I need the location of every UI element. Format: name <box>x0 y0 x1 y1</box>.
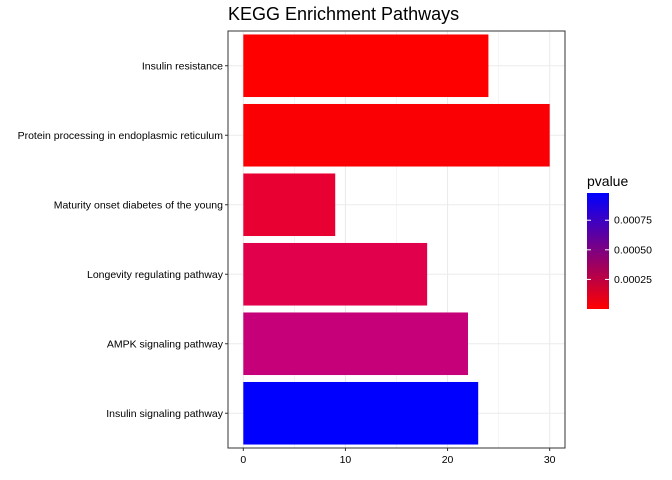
bar <box>243 173 336 237</box>
chart-title: KEGG Enrichment Pathways <box>228 4 460 24</box>
x-tick-label: 0 <box>240 454 246 466</box>
legend-colorbar <box>587 193 609 309</box>
bar <box>243 242 428 306</box>
y-tick-label: Maturity onset diabetes of the young <box>54 199 223 211</box>
x-tick-label: 20 <box>442 454 454 466</box>
legend-title: pvalue <box>587 173 628 189</box>
y-tick-label: Insulin resistance <box>142 60 223 72</box>
y-tick-label: Protein processing in endoplasmic reticu… <box>18 130 224 142</box>
bar <box>243 381 479 445</box>
bar <box>243 312 468 376</box>
panel-border <box>227 30 566 449</box>
x-tick-label: 30 <box>544 454 556 466</box>
bar <box>243 103 550 167</box>
legend-tick-label: 0.00075 <box>614 215 652 227</box>
y-tick-label: Longevity regulating pathway <box>87 269 224 281</box>
y-tick-label: AMPK signaling pathway <box>107 338 224 350</box>
x-tick-label: 10 <box>340 454 352 466</box>
y-tick-label: Insulin signaling pathway <box>106 408 223 420</box>
legend-tick-label: 0.00050 <box>614 244 652 256</box>
bar <box>243 34 489 98</box>
legend-tick-label: 0.00025 <box>614 274 652 286</box>
